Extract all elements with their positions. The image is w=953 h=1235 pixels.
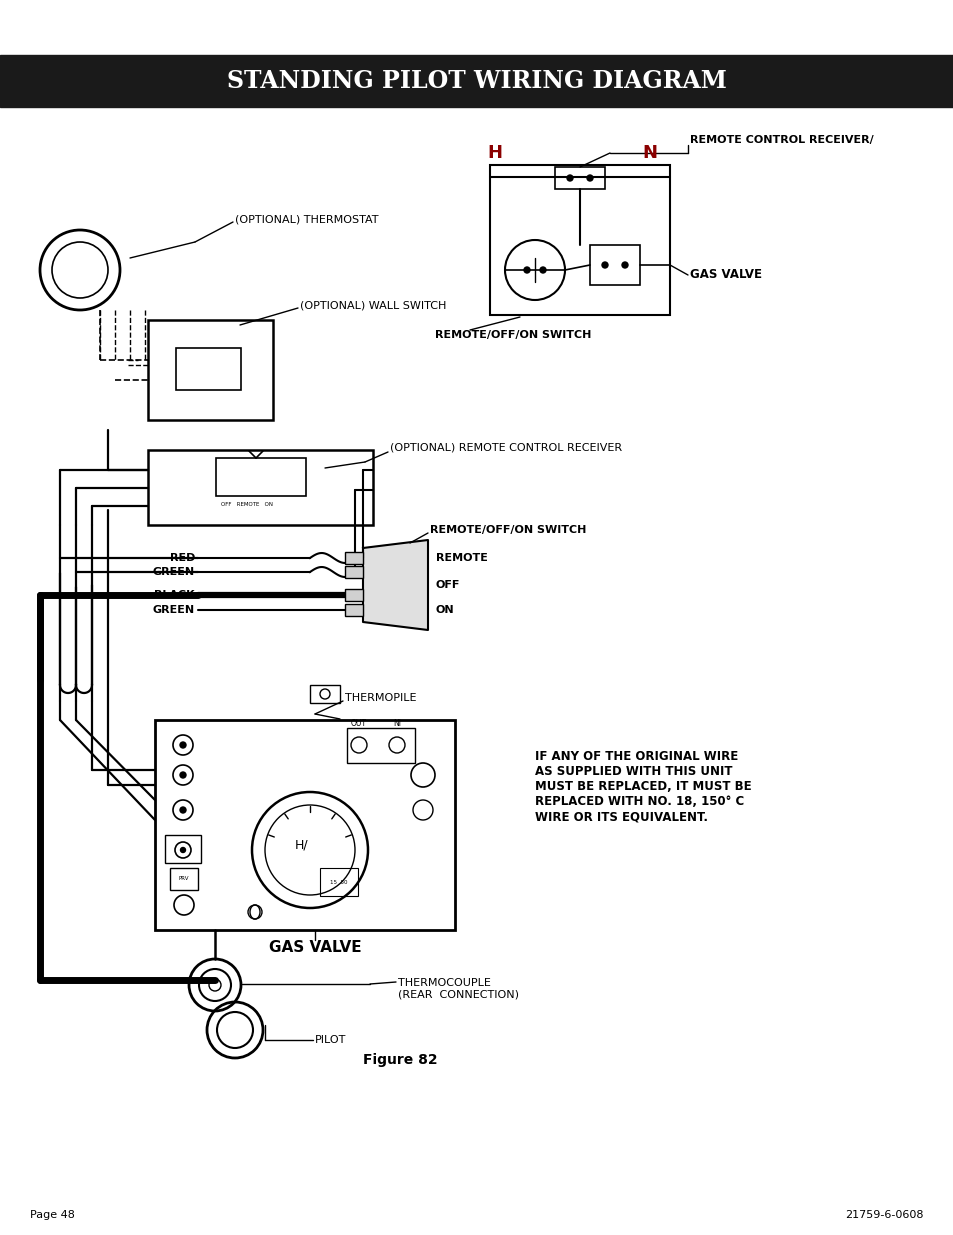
Polygon shape	[363, 540, 428, 630]
Bar	[345, 552, 363, 564]
Text: BLACK: BLACK	[154, 590, 194, 600]
Text: Figure 82: Figure 82	[362, 1053, 436, 1067]
Circle shape	[523, 267, 530, 273]
Text: OUT: OUT	[351, 719, 367, 727]
Bar	[490, 165, 669, 315]
Text: THERMOCOUPLE
(REAR  CONNECTION): THERMOCOUPLE (REAR CONNECTION)	[397, 978, 518, 999]
Bar	[347, 727, 415, 763]
Text: IF ANY OF THE ORIGINAL WIRE
AS SUPPLIED WITH THIS UNIT
MUST BE REPLACED, IT MUST: IF ANY OF THE ORIGINAL WIRE AS SUPPLIED …	[535, 750, 751, 823]
Bar	[148, 320, 273, 420]
Bar	[148, 450, 373, 525]
Bar	[154, 720, 455, 930]
Text: REMOTE/OFF/ON SWITCH: REMOTE/OFF/ON SWITCH	[435, 330, 591, 340]
Bar	[555, 167, 604, 189]
Text: RED: RED	[170, 553, 194, 563]
Bar	[310, 685, 339, 703]
Bar	[175, 348, 241, 390]
Text: PRV: PRV	[178, 877, 189, 882]
Text: REMOTE: REMOTE	[436, 553, 487, 563]
Text: GAS VALVE: GAS VALVE	[689, 268, 761, 282]
Circle shape	[180, 847, 185, 852]
Bar	[170, 868, 198, 890]
Text: PILOT: PILOT	[314, 1035, 346, 1045]
Text: ON: ON	[436, 605, 455, 615]
Circle shape	[180, 772, 186, 778]
Bar	[345, 604, 363, 616]
Circle shape	[601, 262, 607, 268]
Text: (OPTIONAL) WALL SWITCH: (OPTIONAL) WALL SWITCH	[299, 300, 446, 310]
Text: GREEN: GREEN	[152, 605, 194, 615]
Bar	[319, 868, 357, 897]
Text: (OPTIONAL) REMOTE CONTROL RECEIVER: (OPTIONAL) REMOTE CONTROL RECEIVER	[390, 443, 621, 453]
Circle shape	[180, 742, 186, 748]
Bar	[345, 566, 363, 578]
Text: 15  50: 15 50	[330, 879, 348, 884]
Text: (OPTIONAL) THERMOSTAT: (OPTIONAL) THERMOSTAT	[234, 215, 378, 225]
Text: H: H	[487, 144, 502, 162]
Text: H/: H/	[294, 839, 309, 851]
Circle shape	[180, 806, 186, 813]
Text: Page 48: Page 48	[30, 1210, 74, 1220]
Bar	[589, 245, 639, 285]
Text: GREEN: GREEN	[152, 567, 194, 577]
Bar	[215, 458, 306, 496]
Text: 21759-6-0608: 21759-6-0608	[844, 1210, 923, 1220]
Text: GAS VALVE: GAS VALVE	[269, 941, 361, 956]
Bar	[0, 56, 953, 107]
Circle shape	[621, 262, 627, 268]
Circle shape	[539, 267, 545, 273]
Text: THERMOPILE: THERMOPILE	[345, 693, 416, 703]
Text: STANDING PILOT WIRING DIAGRAM: STANDING PILOT WIRING DIAGRAM	[227, 69, 726, 93]
Text: OFF   REMOTE   ON: OFF REMOTE ON	[221, 501, 273, 506]
Circle shape	[586, 175, 593, 182]
Bar	[165, 835, 201, 863]
Bar	[345, 589, 363, 601]
Text: OFF: OFF	[436, 580, 460, 590]
Text: REMOTE/OFF/ON SWITCH: REMOTE/OFF/ON SWITCH	[430, 525, 586, 535]
Text: NI: NI	[393, 719, 400, 727]
Text: N: N	[641, 144, 657, 162]
Text: REMOTE CONTROL RECEIVER/: REMOTE CONTROL RECEIVER/	[689, 135, 873, 144]
Circle shape	[566, 175, 573, 182]
